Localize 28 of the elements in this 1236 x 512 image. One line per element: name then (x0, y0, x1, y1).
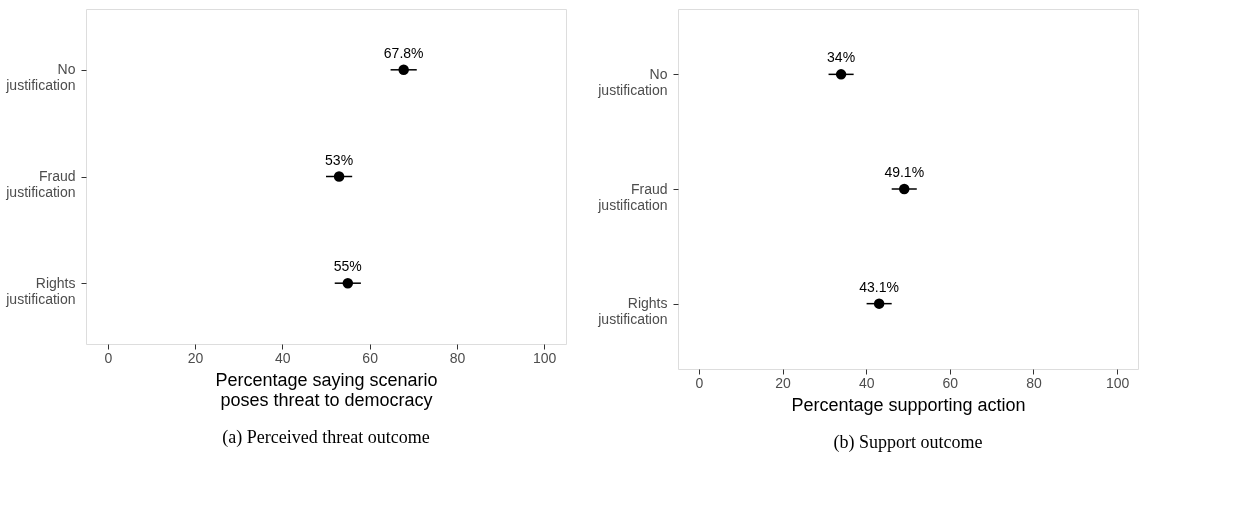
x-tick-label: 40 (275, 349, 291, 366)
data-label: 43.1% (859, 278, 899, 295)
text: (b) Support outcome (833, 432, 983, 453)
x-tick-label: 80 (1026, 374, 1042, 391)
x-tick-label: 60 (942, 374, 959, 391)
y-tick-label: Fraud justification (5, 168, 76, 200)
x-tick-label: 40 (858, 374, 875, 391)
x-tick-label: 80 (449, 349, 466, 366)
x-tick-label: 20 (187, 349, 204, 366)
x-tick-label: 100 (533, 349, 557, 366)
x-tick-label: 100 (1105, 374, 1130, 391)
y-tick-label: No justification (5, 61, 76, 94)
x-tick-label: 60 (362, 349, 379, 366)
data-label: 53% (325, 151, 354, 168)
y-tick-label: Fraud justification (597, 180, 668, 213)
x-axis-title: Percentage supporting action (791, 394, 1026, 415)
text: (a) Perceived threat outcome (222, 427, 430, 448)
x-axis-title: Percentage saying scenario poses threat to democracy (215, 369, 438, 410)
data-label: 55% (333, 258, 362, 275)
x-tick-label: 20 (775, 374, 792, 391)
data-label: 34% (827, 49, 856, 66)
x-tick-label: 0 (695, 374, 704, 391)
y-tick-label: No justification (597, 65, 668, 98)
y-tick-label: Rights justification (597, 295, 668, 328)
y-tick-label: Rights justification (5, 274, 76, 307)
x-tick-label: 0 (104, 349, 113, 366)
data-label: 67.8% (383, 44, 424, 61)
data-label: 49.1% (884, 164, 925, 180)
